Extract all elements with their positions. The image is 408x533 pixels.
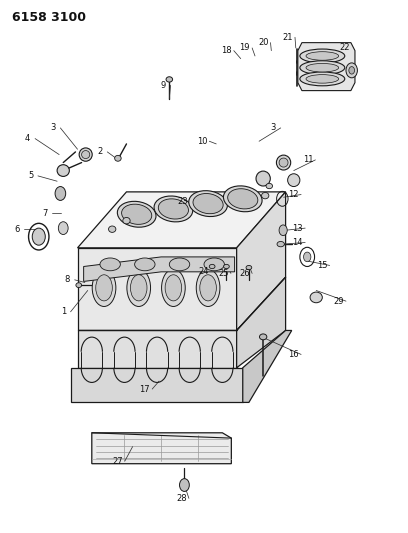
Ellipse shape [109, 226, 116, 232]
Ellipse shape [288, 174, 300, 187]
Text: 26: 26 [239, 269, 250, 278]
Text: 21: 21 [282, 33, 293, 42]
Circle shape [304, 252, 311, 262]
Text: 15: 15 [317, 261, 328, 270]
Text: 18: 18 [221, 46, 232, 55]
Ellipse shape [158, 199, 188, 219]
Ellipse shape [277, 241, 284, 247]
Polygon shape [78, 330, 237, 368]
Text: 17: 17 [140, 385, 150, 393]
Ellipse shape [82, 150, 90, 159]
Polygon shape [237, 277, 286, 368]
Ellipse shape [209, 264, 215, 269]
Ellipse shape [166, 77, 173, 82]
Ellipse shape [96, 275, 112, 301]
Ellipse shape [279, 158, 288, 167]
Text: 29: 29 [333, 297, 344, 305]
Polygon shape [78, 248, 237, 330]
Ellipse shape [115, 156, 121, 161]
Ellipse shape [266, 183, 273, 189]
Text: 8: 8 [64, 276, 70, 284]
Ellipse shape [127, 269, 151, 306]
Ellipse shape [131, 275, 147, 301]
Text: 1: 1 [61, 308, 66, 316]
Ellipse shape [300, 61, 345, 75]
Polygon shape [243, 330, 292, 402]
Ellipse shape [122, 204, 152, 224]
Polygon shape [298, 43, 355, 91]
Polygon shape [84, 257, 235, 281]
Ellipse shape [135, 258, 155, 271]
Circle shape [346, 63, 357, 78]
Text: 9: 9 [161, 81, 166, 90]
Ellipse shape [262, 192, 269, 199]
Text: 3: 3 [271, 124, 276, 132]
Ellipse shape [204, 258, 224, 271]
Text: 7: 7 [42, 209, 48, 217]
Text: 24: 24 [199, 268, 209, 276]
Text: 23: 23 [177, 197, 188, 206]
Text: 19: 19 [239, 44, 250, 52]
Text: 16: 16 [288, 350, 299, 359]
Ellipse shape [306, 63, 339, 72]
Polygon shape [237, 192, 286, 330]
Ellipse shape [300, 72, 345, 86]
Ellipse shape [76, 282, 82, 288]
Text: 2: 2 [98, 148, 102, 156]
Ellipse shape [100, 258, 120, 271]
Circle shape [349, 67, 355, 74]
Text: 25: 25 [218, 269, 229, 278]
Circle shape [55, 187, 66, 200]
Ellipse shape [228, 189, 258, 209]
Ellipse shape [306, 52, 339, 60]
Ellipse shape [224, 264, 229, 269]
Text: 11: 11 [303, 156, 313, 164]
Ellipse shape [123, 217, 130, 224]
Circle shape [279, 225, 287, 236]
Text: 5: 5 [28, 172, 33, 180]
Text: 6158 3100: 6158 3100 [12, 11, 86, 23]
Ellipse shape [200, 275, 216, 301]
Ellipse shape [246, 265, 252, 270]
Ellipse shape [193, 193, 223, 214]
Ellipse shape [162, 269, 185, 306]
Text: 6: 6 [14, 225, 20, 233]
Ellipse shape [154, 196, 193, 222]
Ellipse shape [256, 171, 270, 186]
Ellipse shape [189, 191, 227, 216]
Ellipse shape [277, 155, 291, 170]
Text: 14: 14 [293, 238, 303, 247]
Polygon shape [71, 368, 243, 402]
Ellipse shape [118, 201, 156, 227]
Ellipse shape [169, 258, 190, 271]
Ellipse shape [224, 186, 262, 212]
Polygon shape [92, 433, 231, 464]
Circle shape [180, 479, 189, 491]
Text: 10: 10 [197, 137, 207, 146]
Text: 28: 28 [176, 494, 187, 503]
Ellipse shape [310, 292, 322, 303]
Ellipse shape [259, 334, 267, 340]
Text: 4: 4 [25, 134, 30, 143]
Ellipse shape [300, 49, 345, 63]
Circle shape [58, 222, 68, 235]
Text: 12: 12 [288, 190, 299, 199]
Ellipse shape [165, 275, 182, 301]
Circle shape [32, 228, 45, 245]
Text: 3: 3 [50, 124, 56, 132]
Text: 27: 27 [112, 457, 123, 465]
Text: 20: 20 [258, 38, 268, 47]
Ellipse shape [196, 269, 220, 306]
Ellipse shape [79, 148, 92, 161]
Ellipse shape [92, 269, 116, 306]
Text: 13: 13 [293, 224, 303, 232]
Ellipse shape [306, 75, 339, 83]
Polygon shape [78, 192, 286, 248]
Ellipse shape [57, 165, 69, 176]
Text: 22: 22 [339, 44, 350, 52]
